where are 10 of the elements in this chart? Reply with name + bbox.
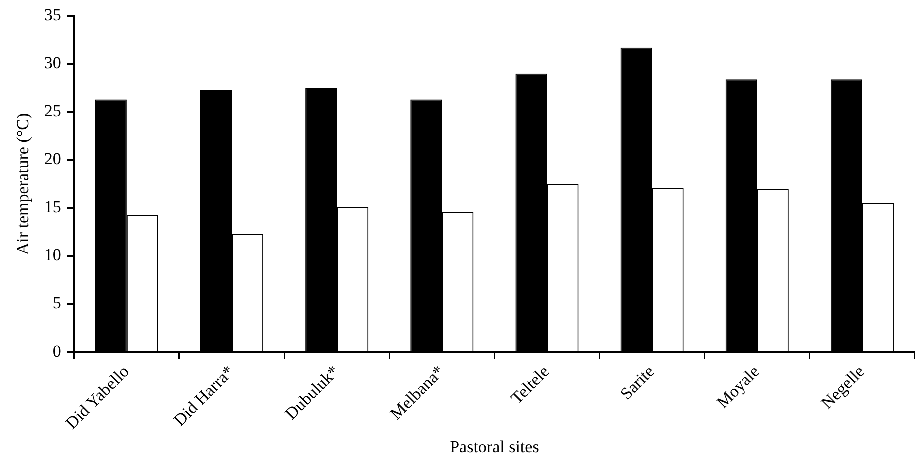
y-tick-label: 0: [52, 342, 62, 361]
x-axis-title: Pastoral sites: [450, 437, 540, 456]
y-tick-label: 20: [44, 150, 62, 169]
y-tick-label: 5: [52, 294, 62, 313]
y-tick-label: 10: [44, 246, 62, 265]
y-tick-label: 15: [44, 198, 62, 217]
y-tick-label: 35: [44, 6, 62, 25]
y-tick-label: 30: [44, 54, 62, 73]
y-tick-label: 25: [44, 102, 62, 121]
y-axis-title: Air temperature (°C): [14, 113, 33, 256]
